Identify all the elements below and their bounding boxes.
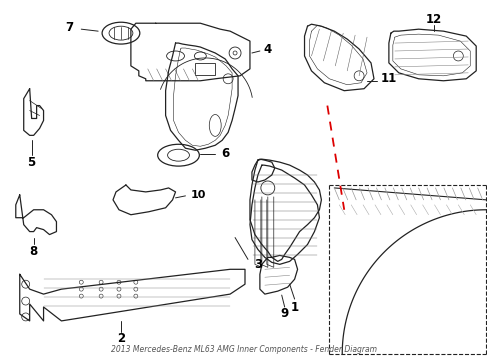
- Text: 3: 3: [253, 258, 262, 271]
- Text: 2013 Mercedes-Benz ML63 AMG Inner Components - Fender Diagram: 2013 Mercedes-Benz ML63 AMG Inner Compon…: [111, 345, 376, 354]
- Text: 4: 4: [263, 42, 271, 55]
- Text: 8: 8: [29, 245, 38, 258]
- Text: 7: 7: [65, 21, 73, 34]
- Text: 1: 1: [290, 301, 298, 314]
- Text: 5: 5: [27, 156, 36, 168]
- Text: 2: 2: [117, 332, 125, 345]
- Bar: [195, 63, 215, 75]
- Text: 10: 10: [190, 190, 205, 200]
- Text: 9: 9: [280, 307, 288, 320]
- Text: 6: 6: [221, 147, 229, 160]
- Text: 11: 11: [380, 72, 396, 85]
- Text: 12: 12: [425, 13, 441, 26]
